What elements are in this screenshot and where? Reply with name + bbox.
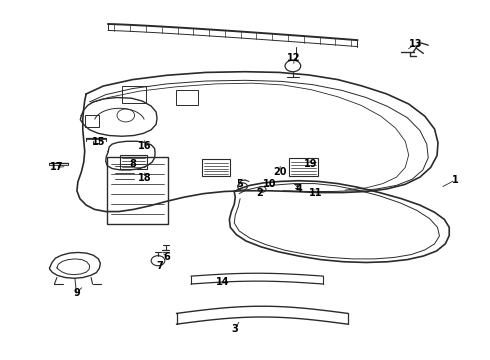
Text: 5: 5	[237, 179, 244, 189]
Bar	[122, 86, 147, 103]
Bar	[175, 90, 197, 105]
Text: 13: 13	[409, 39, 423, 49]
Text: 8: 8	[129, 159, 136, 169]
Text: 16: 16	[138, 141, 151, 151]
Text: 12: 12	[287, 53, 300, 63]
Text: 2: 2	[256, 188, 263, 198]
Bar	[289, 158, 318, 176]
Text: 4: 4	[295, 184, 302, 194]
Text: 10: 10	[263, 179, 276, 189]
Text: 11: 11	[309, 188, 322, 198]
Bar	[202, 159, 230, 176]
Text: 20: 20	[273, 167, 287, 177]
Text: 7: 7	[156, 261, 163, 271]
Text: 15: 15	[92, 138, 105, 147]
Text: 18: 18	[138, 173, 151, 183]
Text: 6: 6	[164, 252, 170, 262]
Text: 1: 1	[452, 175, 459, 185]
Text: 14: 14	[216, 277, 230, 287]
Text: 17: 17	[50, 162, 64, 172]
Text: 3: 3	[232, 324, 239, 334]
Bar	[121, 155, 147, 169]
Text: 9: 9	[73, 288, 80, 298]
Bar	[85, 116, 99, 127]
Bar	[107, 157, 168, 224]
Text: 19: 19	[304, 159, 318, 169]
